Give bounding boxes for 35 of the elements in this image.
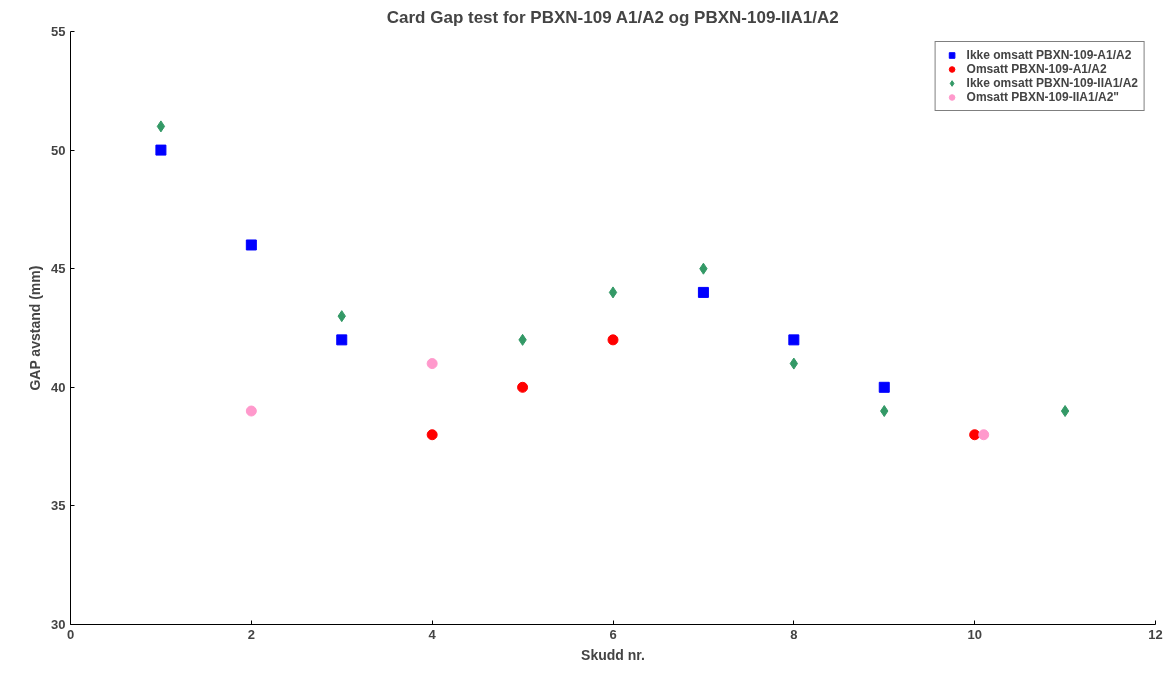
legend-label: Ikke omsatt PBXN-109-IIA1/A2 — [966, 76, 1138, 90]
y-tick-label: 55 — [51, 24, 66, 39]
point — [607, 334, 619, 346]
point — [155, 144, 167, 156]
point — [788, 334, 800, 346]
legend-label: Ikke omsatt PBXN-109-A1/A2 — [966, 48, 1132, 62]
point — [426, 429, 438, 441]
x-tick-label: 2 — [247, 626, 255, 642]
point — [878, 381, 890, 393]
point — [245, 405, 257, 417]
point — [517, 381, 529, 393]
x-tick-label: 8 — [790, 626, 798, 642]
point — [426, 358, 438, 370]
x-axis-title: Skudd nr. — [581, 646, 645, 663]
y-axis-title: GAP avstand (mm) — [27, 265, 44, 391]
x-tick-label: 6 — [609, 626, 617, 642]
chart-title: Card Gap test for PBXN-109 A1/A2 og PBXN-109-IIA1/A2 — [386, 7, 839, 27]
y-tick-label: 40 — [51, 379, 66, 395]
point — [1060, 405, 1070, 418]
point — [156, 120, 166, 133]
x-tick-label: 10 — [967, 626, 982, 642]
legend-label: Omsatt PBXN-109-A1/A2 — [966, 62, 1107, 76]
y-tick-label: 50 — [51, 142, 66, 158]
point — [336, 334, 348, 346]
x-tick-label: 12 — [1148, 626, 1163, 642]
point — [697, 286, 709, 298]
point — [978, 429, 990, 441]
x-tick-label: 0 — [66, 626, 75, 642]
y-tick-label: 30 — [51, 617, 66, 632]
y-tick-label: 45 — [51, 261, 66, 277]
point — [245, 239, 257, 251]
point — [608, 286, 618, 299]
x-tick-label: 4 — [428, 626, 437, 642]
legend-label: Omsatt PBXN-109-IIA1/A2" — [966, 90, 1119, 104]
y-tick-label: 35 — [51, 498, 66, 514]
